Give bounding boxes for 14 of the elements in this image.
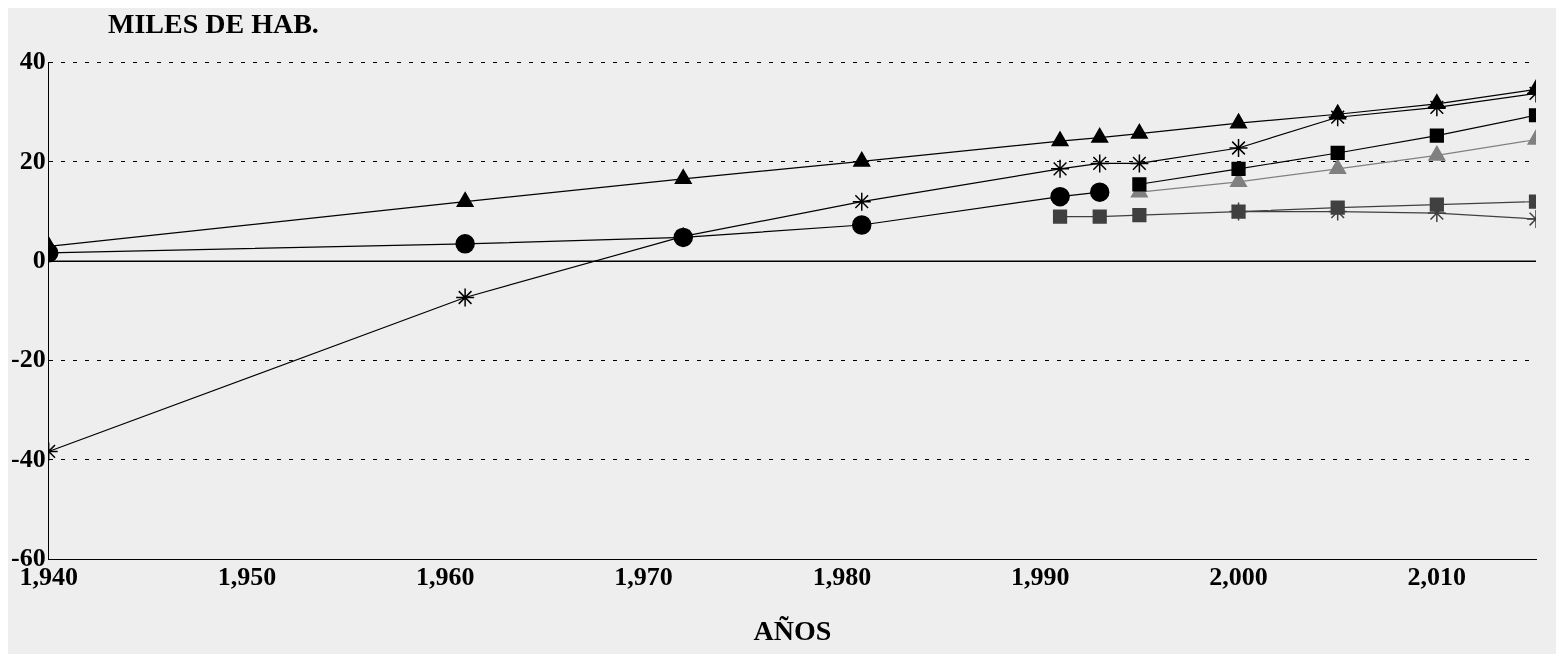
x-axis-title: AÑOS: [753, 615, 832, 647]
y-axis-title: MILES DE HAB.: [107, 8, 320, 41]
x-tick-label: 1,980: [812, 561, 872, 591]
y-tick-label: -40: [10, 443, 46, 473]
x-tick-label: 1,990: [1010, 561, 1070, 591]
y-tick-label: 20: [19, 145, 46, 175]
x-tick-label: 2,000: [1209, 561, 1268, 591]
y-tick-label: 40: [19, 46, 46, 76]
y-tick-label: -20: [10, 344, 46, 374]
y-tick-label: 0: [32, 244, 46, 274]
x-tick-label: 1,950: [217, 561, 277, 591]
x-tick-label: 1,970: [614, 561, 673, 591]
x-tick-label: 2,010: [1407, 561, 1467, 591]
x-tick-label: 1,960: [416, 561, 475, 591]
